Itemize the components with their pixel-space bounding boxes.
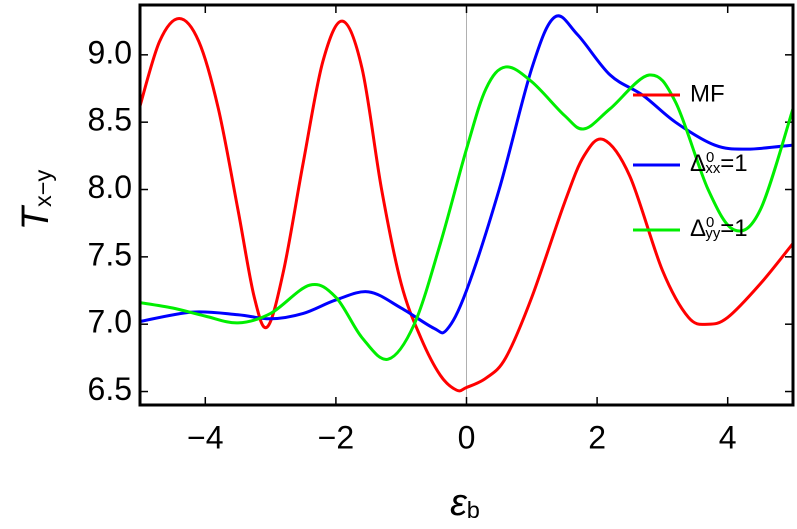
- x-tick-label: 2: [588, 419, 606, 455]
- legend-label: Δ0 yy=1: [690, 215, 748, 242]
- x-tick-label: 4: [719, 419, 737, 455]
- legend-label: Δ0 xx=1: [690, 150, 748, 177]
- x-tick-label: −4: [187, 419, 223, 455]
- y-tick-label: 7.5: [88, 236, 132, 272]
- line-series: [140, 14, 793, 335]
- y-tick-label: 6.5: [88, 371, 132, 407]
- x-tick-label: 0: [458, 419, 476, 455]
- legend-label: MF: [690, 80, 725, 107]
- y-axis-label: Tx−y: [15, 170, 57, 231]
- y-tick-label: 9.0: [88, 34, 132, 70]
- plot-frame: [138, 3, 795, 407]
- x-axis-label: εb: [450, 482, 480, 524]
- line-series: [140, 65, 793, 361]
- y-tick-label: 8.0: [88, 169, 132, 205]
- y-tick-label: 8.5: [88, 102, 132, 138]
- y-tick-label: 7.0: [88, 304, 132, 340]
- x-tick-label: −2: [318, 419, 354, 455]
